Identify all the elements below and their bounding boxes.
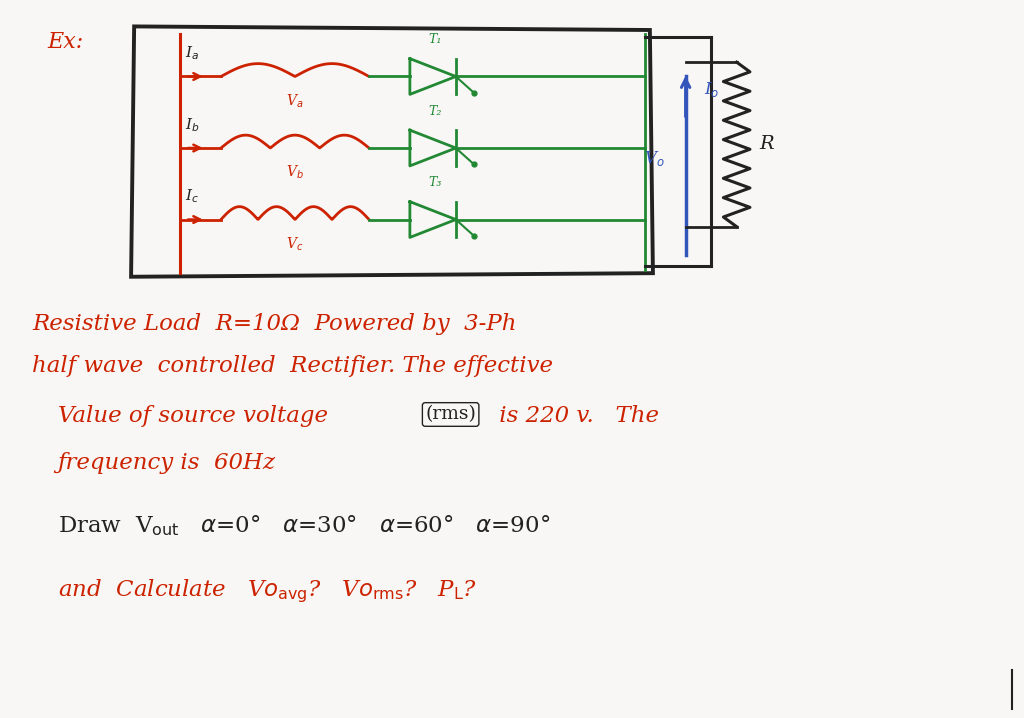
Text: half wave  controlled  Rectifier. The effective: half wave controlled Rectifier. The effe… [32,355,553,378]
Text: I$_o$: I$_o$ [703,80,720,99]
Text: is 220 v.   The: is 220 v. The [492,406,658,427]
Text: T₂: T₂ [429,105,442,118]
Text: Resistive Load  R=10Ω  Powered by  3-Ph: Resistive Load R=10Ω Powered by 3-Ph [32,312,516,335]
Text: Ex:: Ex: [47,32,84,53]
Text: Value of source voltage: Value of source voltage [57,406,335,427]
Text: ƒrequency is  60Hz: ƒrequency is 60Hz [57,452,275,474]
Text: I$_c$: I$_c$ [185,187,200,205]
Text: T₁: T₁ [429,33,442,46]
Text: I$_a$: I$_a$ [185,45,200,62]
Text: and  Calculate   V$o_{\rm avg}$?   V$o_{\rm rms}$?   P$_{\rm L}$?: and Calculate V$o_{\rm avg}$? V$o_{\rm r… [57,577,476,605]
Text: Draw  V$_{\rm out}$   $\alpha$=0$°$   $\alpha$=30$°$   $\alpha$=60$°$   $\alpha$: Draw V$_{\rm out}$ $\alpha$=0$°$ $\alpha… [57,513,550,538]
Text: V$_b$: V$_b$ [286,164,304,181]
Text: I$_b$: I$_b$ [185,116,200,134]
Text: (rms): (rms) [425,406,476,424]
Text: V$_c$: V$_c$ [287,236,304,253]
Text: T₃: T₃ [429,176,442,189]
Text: V$_a$: V$_a$ [287,92,304,110]
Text: R: R [759,136,774,154]
Text: V$_o$: V$_o$ [644,149,666,168]
